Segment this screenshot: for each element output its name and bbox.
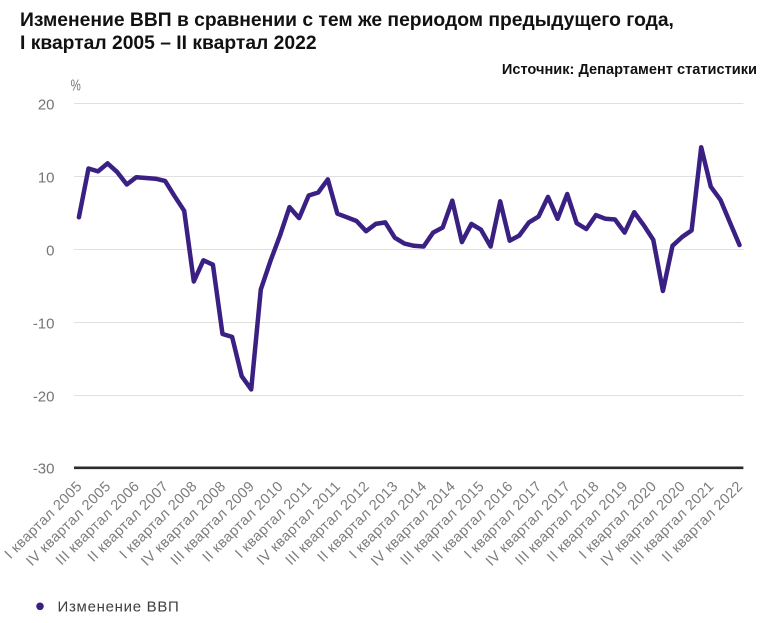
svg-text:Изменение ВВП: Изменение ВВП [58,599,180,616]
svg-text:10: 10 [38,169,55,186]
svg-text:0: 0 [46,243,54,260]
svg-text:-10: -10 [33,316,55,333]
svg-text:-20: -20 [33,388,55,405]
svg-text:20: 20 [38,96,55,113]
svg-text:-30: -30 [33,461,55,478]
svg-text:%: % [71,78,81,95]
